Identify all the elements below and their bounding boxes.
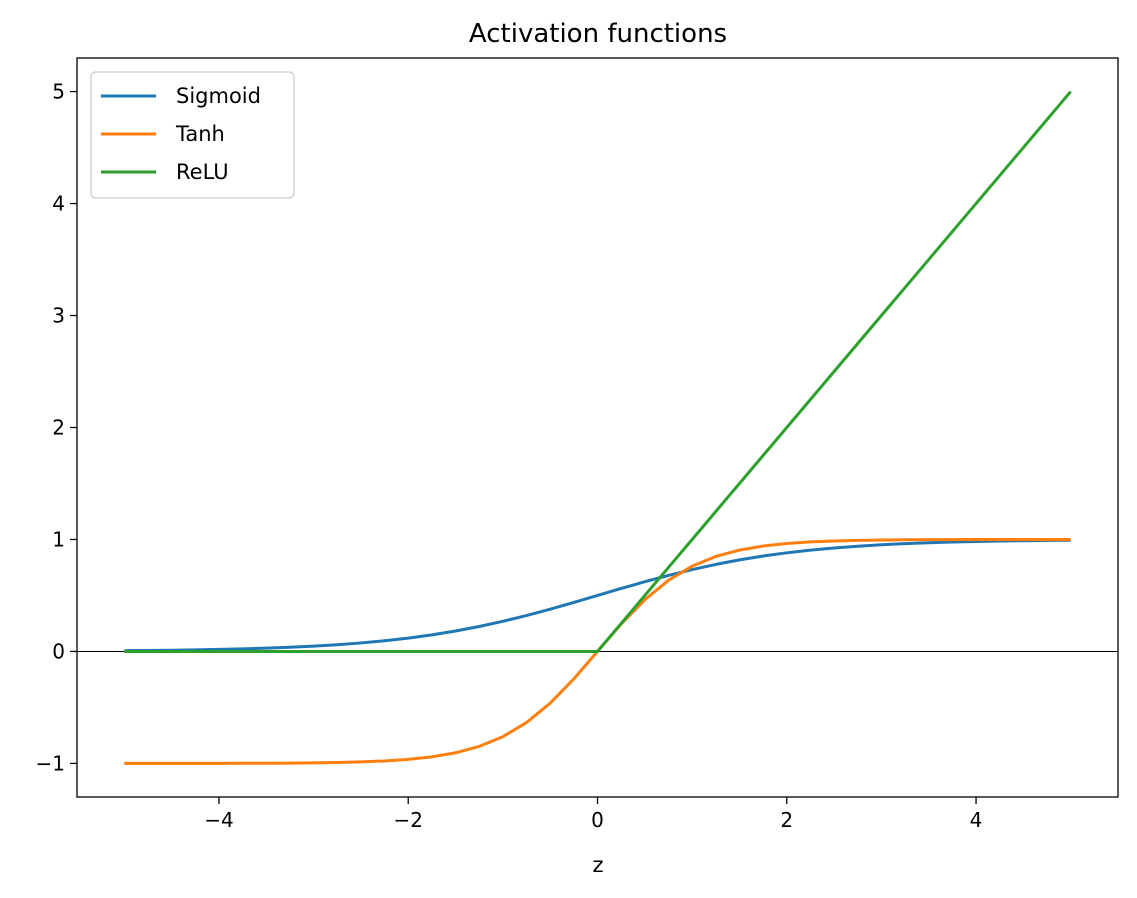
legend-label: Tanh bbox=[175, 122, 225, 146]
x-axis-label: z bbox=[592, 853, 603, 877]
y-tick-label: 5 bbox=[52, 80, 65, 104]
y-tick-label: −1 bbox=[36, 751, 65, 775]
x-tick-label: 4 bbox=[970, 808, 983, 832]
legend: Sigmoid Tanh ReLU bbox=[90, 71, 295, 199]
y-tick-label: 2 bbox=[52, 416, 65, 440]
y-tick-label: 0 bbox=[52, 639, 65, 663]
legend-label: Sigmoid bbox=[176, 84, 261, 108]
plot-frame bbox=[76, 57, 1119, 798]
x-tick-label: 0 bbox=[591, 808, 604, 832]
plot-area bbox=[77, 90, 1118, 765]
x-tick-label: −4 bbox=[204, 808, 233, 832]
y-tick-label: 3 bbox=[52, 304, 65, 328]
y-tick-label: 1 bbox=[52, 527, 65, 551]
x-tick-label: −2 bbox=[393, 808, 422, 832]
series-line-sigmoid bbox=[124, 538, 1071, 653]
legend-entry-sigmoid: Sigmoid bbox=[101, 84, 261, 108]
legend-label: ReLU bbox=[176, 160, 229, 184]
x-tick-label: 2 bbox=[780, 808, 793, 832]
chart-title: Activation functions bbox=[469, 19, 727, 49]
y-tick-label: 4 bbox=[52, 192, 65, 216]
series-line-relu bbox=[124, 90, 1072, 653]
legend-entry-tanh: Tanh bbox=[101, 122, 225, 146]
axis-ticks: −4 −2 0 2 4 −1 0 1 2 3 4 5 bbox=[36, 80, 983, 832]
legend-entry-relu: ReLU bbox=[101, 160, 229, 184]
legend-box bbox=[90, 71, 295, 199]
